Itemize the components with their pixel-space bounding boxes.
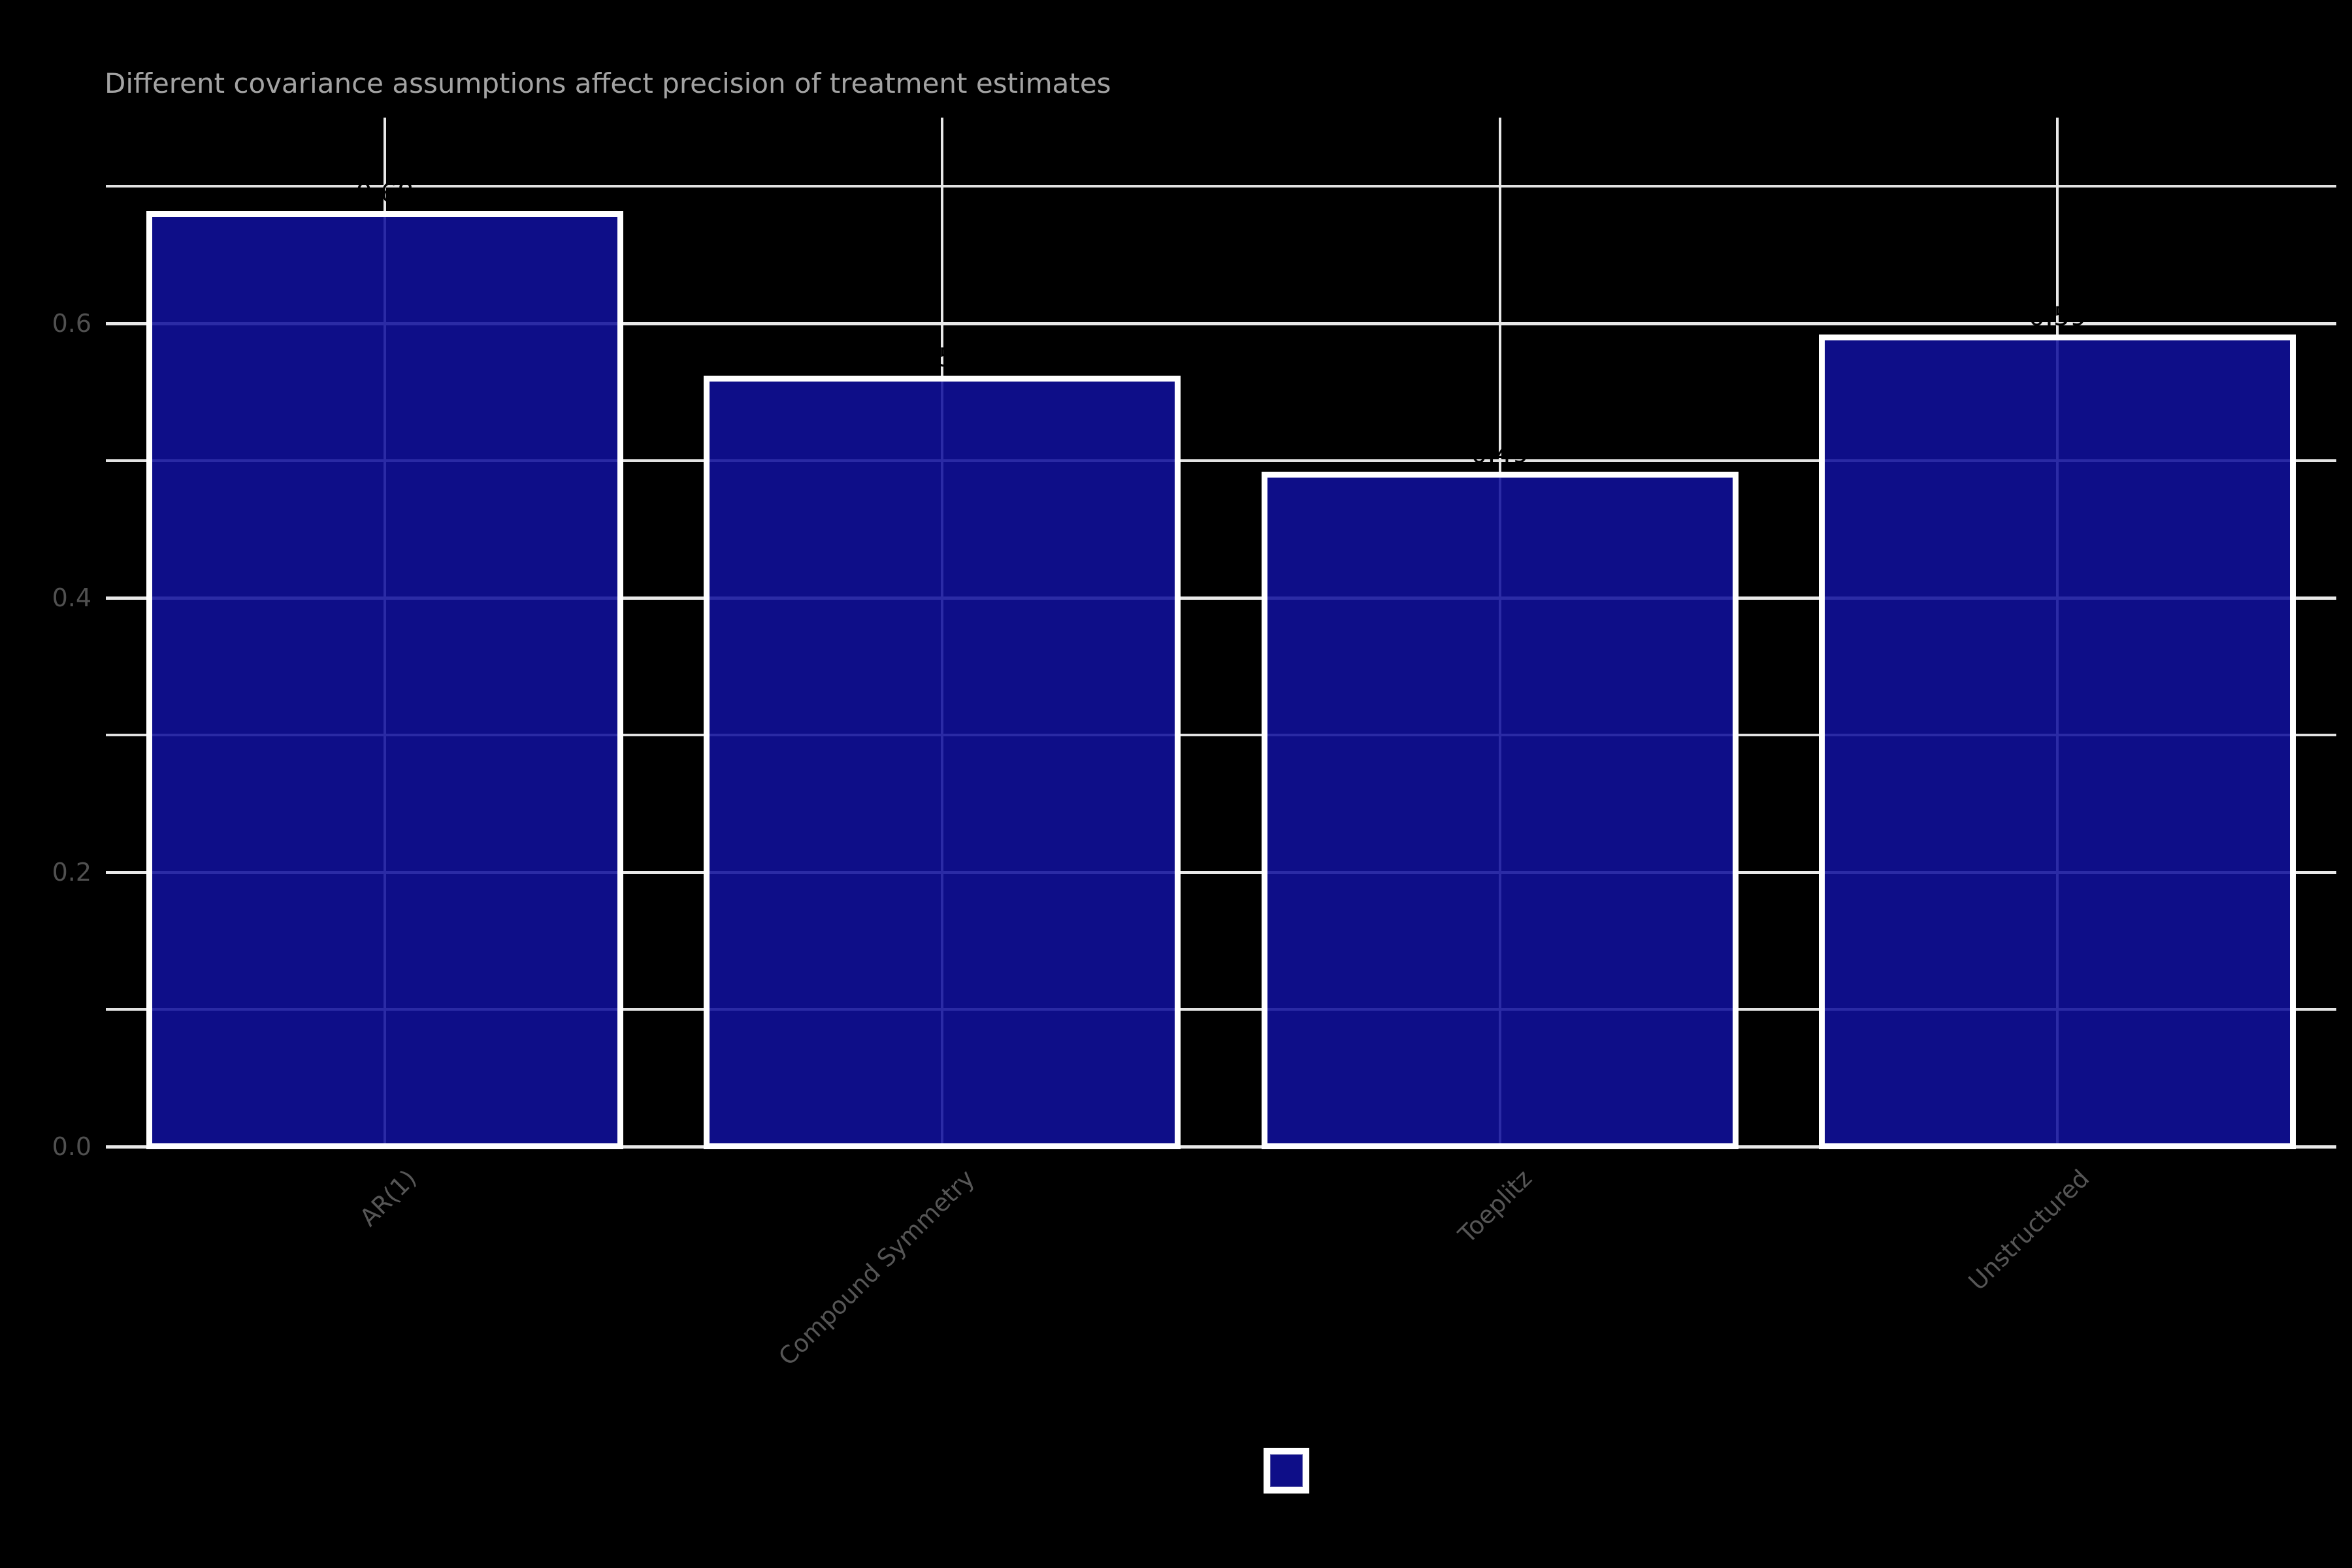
bar-value-label: 0.59	[2028, 302, 2087, 332]
major-gridline	[106, 870, 2336, 874]
minor-gridline	[106, 185, 2336, 188]
x-tick-label-unstructured: Unstructured	[1963, 1164, 2095, 1296]
bar-value-label: 0.68	[355, 178, 414, 208]
y-tick-label: 0.2	[52, 858, 91, 887]
minor-gridline	[106, 734, 2336, 736]
x-tick-label-ar-1-: AR(1)	[354, 1164, 423, 1232]
plot-area: 0.68 0.56 0.49 0.59	[106, 118, 2336, 1149]
y-tick-label: 0.6	[52, 309, 91, 338]
x-tick-label-toeplitz: Toeplitz	[1452, 1164, 1538, 1249]
bar-value-label: 0.49	[1471, 439, 1529, 469]
minor-gridline	[106, 459, 2336, 462]
minor-gridline	[106, 1008, 2336, 1011]
bar-unstructured	[1819, 335, 2296, 1149]
x-tick-label-compound-symmetry: Compound Symmetry	[773, 1164, 980, 1371]
major-gridline	[106, 1145, 2336, 1149]
bar-value-label: 0.56	[913, 343, 972, 373]
bar-toeplitz	[1261, 472, 1739, 1149]
bar-compound-symmetry	[704, 376, 1181, 1149]
y-tick-label: 0.0	[52, 1132, 91, 1161]
legend-swatch	[1270, 1454, 1303, 1487]
y-tick-label: 0.4	[52, 583, 91, 612]
major-gridline	[106, 596, 2336, 600]
bar-ar-1-	[146, 211, 623, 1149]
major-gridline	[106, 321, 2336, 325]
legend-key	[1264, 1448, 1309, 1494]
chart-title: Different covariance assumptions affect …	[105, 67, 1111, 99]
